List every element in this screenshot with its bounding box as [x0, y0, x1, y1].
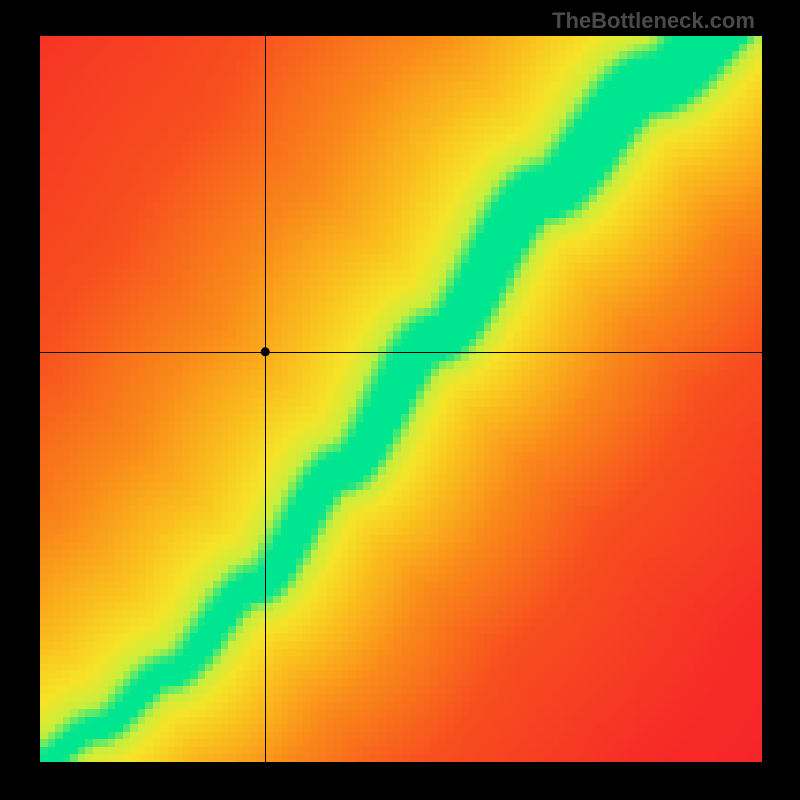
watermark-text: TheBottleneck.com [552, 8, 755, 34]
bottleneck-heatmap [40, 36, 762, 762]
chart-container: TheBottleneck.com [0, 0, 800, 800]
